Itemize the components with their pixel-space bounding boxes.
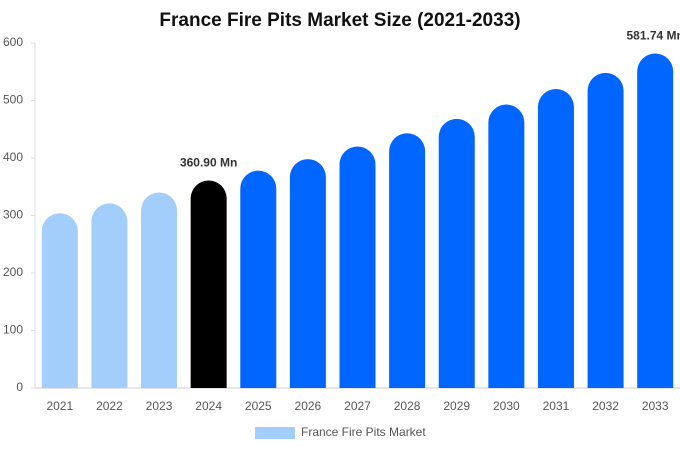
x-tick-label: 2029: [443, 399, 470, 413]
y-tick-label: 0: [16, 380, 23, 394]
x-tick-label: 2026: [295, 399, 322, 413]
y-tick-label: 500: [3, 93, 23, 107]
bar: [488, 104, 525, 388]
x-tick-label: 2030: [493, 399, 520, 413]
bar: [190, 180, 227, 388]
value-label: 360.90 Mn: [180, 156, 237, 170]
x-tick-label: 2021: [46, 399, 73, 413]
y-tick-label: 400: [3, 150, 23, 164]
bar: [537, 89, 574, 388]
bar: [141, 192, 178, 388]
bar: [240, 170, 277, 388]
value-label: 581.74 Mn: [627, 29, 680, 43]
x-tick-label: 2031: [543, 399, 570, 413]
bar: [91, 203, 128, 388]
chart-title: France Fire Pits Market Size (2021-2033): [159, 10, 520, 31]
x-tick-label: 2023: [146, 399, 173, 413]
bar: [41, 213, 78, 388]
x-tick-label: 2027: [344, 399, 371, 413]
x-tick-label: 2022: [96, 399, 123, 413]
legend-swatch: [255, 427, 295, 439]
y-tick-label: 200: [3, 265, 23, 279]
x-tick-label: 2028: [394, 399, 421, 413]
x-tick-label: 2033: [642, 399, 669, 413]
bar: [438, 118, 475, 388]
bar: [289, 159, 326, 388]
bar: [389, 133, 426, 388]
y-tick-label: 300: [3, 208, 23, 222]
x-tick-label: 2032: [592, 399, 619, 413]
y-tick-label: 100: [3, 323, 23, 337]
legend-label: France Fire Pits Market: [301, 425, 426, 439]
bar: [339, 146, 376, 388]
bar: [637, 53, 674, 388]
x-tick-label: 2025: [245, 399, 272, 413]
x-tick-label: 2024: [195, 399, 222, 413]
y-tick-label: 600: [3, 35, 23, 49]
bar: [587, 72, 624, 389]
